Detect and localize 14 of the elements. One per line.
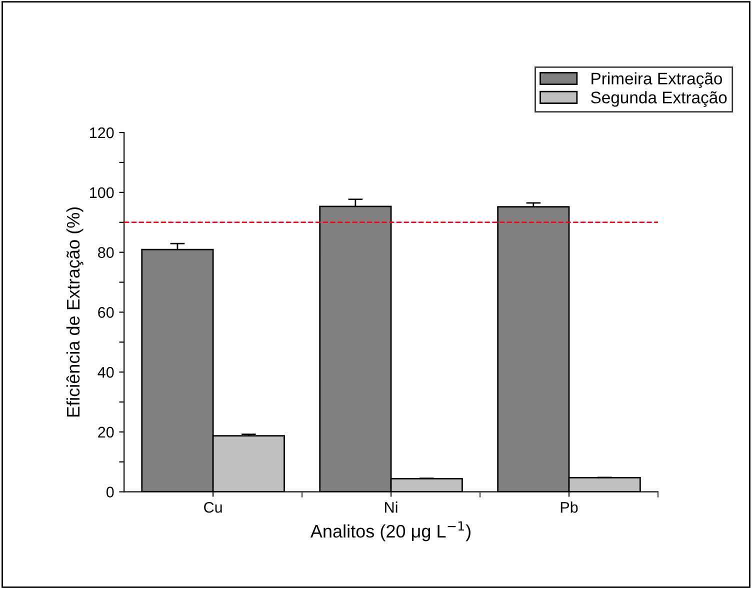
x-tick-label: Ni [385,502,398,513]
x-tick-label: Cu [204,502,222,513]
y-tick-label: 100 [90,187,114,198]
x-tick-label: Pb [560,502,578,513]
y-tick-label: 0 [106,486,114,498]
y-axis-title: Eficiência de Extração (%) [66,207,84,417]
y-tick-label: 80 [98,247,114,258]
y-tick-label: 20 [98,426,114,438]
y-tick-label: 120 [90,127,114,138]
x-axis-title: Analitos (20 μg L$^{−1}$) [310,521,470,542]
legend-label: Segunda Extração [591,91,727,107]
y-tick-label: 60 [98,307,114,318]
y-tick-label: 40 [98,366,114,378]
legend-label: Primeira Extração [592,72,722,88]
